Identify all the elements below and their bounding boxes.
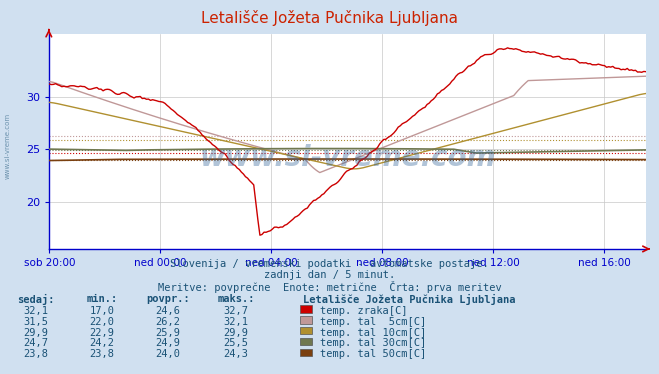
Text: 29,9: 29,9: [24, 328, 49, 338]
Text: 17,0: 17,0: [90, 306, 115, 316]
Text: 25,5: 25,5: [223, 338, 248, 349]
Text: 32,1: 32,1: [223, 317, 248, 327]
Text: 31,5: 31,5: [24, 317, 49, 327]
Text: www.si-vreme.com: www.si-vreme.com: [5, 113, 11, 179]
Text: min.:: min.:: [86, 294, 118, 304]
Text: sedaj:: sedaj:: [18, 294, 55, 304]
Text: temp. tal 10cm[C]: temp. tal 10cm[C]: [320, 328, 426, 338]
Text: 24,0: 24,0: [156, 349, 181, 359]
Text: 25,9: 25,9: [156, 328, 181, 338]
Text: 24,3: 24,3: [223, 349, 248, 359]
Text: Slovenija / vremenski podatki - avtomatske postaje.: Slovenija / vremenski podatki - avtomats…: [170, 259, 489, 269]
Text: 24,2: 24,2: [90, 338, 115, 349]
Text: Meritve: povprečne  Enote: metrične  Črta: prva meritev: Meritve: povprečne Enote: metrične Črta:…: [158, 281, 501, 293]
Text: povpr.:: povpr.:: [146, 294, 190, 304]
Text: temp. tal 30cm[C]: temp. tal 30cm[C]: [320, 338, 426, 349]
Text: 32,1: 32,1: [24, 306, 49, 316]
Text: temp. tal 50cm[C]: temp. tal 50cm[C]: [320, 349, 426, 359]
Text: temp. tal  5cm[C]: temp. tal 5cm[C]: [320, 317, 426, 327]
Text: www.si-vreme.com: www.si-vreme.com: [200, 144, 496, 172]
Text: 24,6: 24,6: [156, 306, 181, 316]
Text: temp. zraka[C]: temp. zraka[C]: [320, 306, 407, 316]
Text: 22,9: 22,9: [90, 328, 115, 338]
Text: Letališče Jožeta Pučnika Ljubljana: Letališče Jožeta Pučnika Ljubljana: [303, 294, 515, 304]
Text: 24,7: 24,7: [24, 338, 49, 349]
Text: 23,8: 23,8: [24, 349, 49, 359]
Text: 26,2: 26,2: [156, 317, 181, 327]
Text: 32,7: 32,7: [223, 306, 248, 316]
Text: maks.:: maks.:: [217, 294, 254, 304]
Text: Letališče Jožeta Pučnika Ljubljana: Letališče Jožeta Pučnika Ljubljana: [201, 10, 458, 26]
Text: 22,0: 22,0: [90, 317, 115, 327]
Text: 23,8: 23,8: [90, 349, 115, 359]
Text: 24,9: 24,9: [156, 338, 181, 349]
Text: 29,9: 29,9: [223, 328, 248, 338]
Text: zadnji dan / 5 minut.: zadnji dan / 5 minut.: [264, 270, 395, 280]
